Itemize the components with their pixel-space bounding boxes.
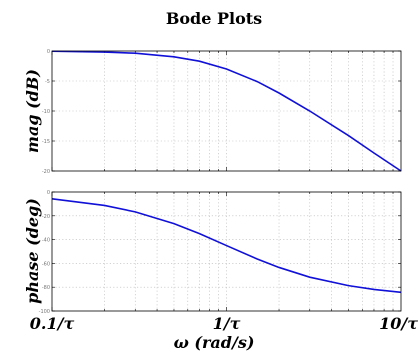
phase-ytick-label: -20 (42, 214, 50, 220)
x-axis-label: ω (rad/s) (174, 333, 255, 352)
mag-ytick-label: 0 (47, 49, 50, 55)
phase-frame (51, 191, 402, 312)
mag-ytick-label: -20 (42, 169, 50, 175)
x-tick-label: 10/τ (379, 314, 418, 333)
phase-ytick-label: -60 (42, 261, 50, 267)
x-tick-label: 1/τ (213, 314, 241, 333)
phase-ytick-label: -40 (42, 238, 50, 244)
phase-grid (51, 192, 401, 311)
mag-panel: 0 -5 -10 -15 -20 mag (dB) (23, 49, 402, 175)
x-tick-label: 0.1/τ (30, 314, 75, 333)
phase-ytick-label: -100 (39, 309, 50, 315)
mag-ytick-label: -10 (42, 109, 50, 115)
phase-panel: 0 -20 -40 -60 -80 -100 phase (deg) (23, 190, 402, 315)
x-tick-labels: 0.1/τ 1/τ 10/τ (30, 314, 418, 333)
mag-series-line (51, 50, 402, 172)
phase-yticks: 0 -20 -40 -60 -80 -100 (39, 190, 401, 315)
mag-ylabel: mag (dB) (23, 69, 42, 153)
phase-ytick-label: -80 (42, 285, 50, 291)
mag-frame (51, 50, 402, 172)
phase-series-line (51, 197, 402, 294)
phase-ylabel: phase (deg) (23, 198, 42, 304)
chart-title: Bode Plots (166, 9, 262, 28)
mag-ytick-label: -15 (42, 139, 50, 145)
phase-ytick-label: 0 (47, 190, 50, 196)
mag-ytick-label: -5 (45, 79, 50, 85)
